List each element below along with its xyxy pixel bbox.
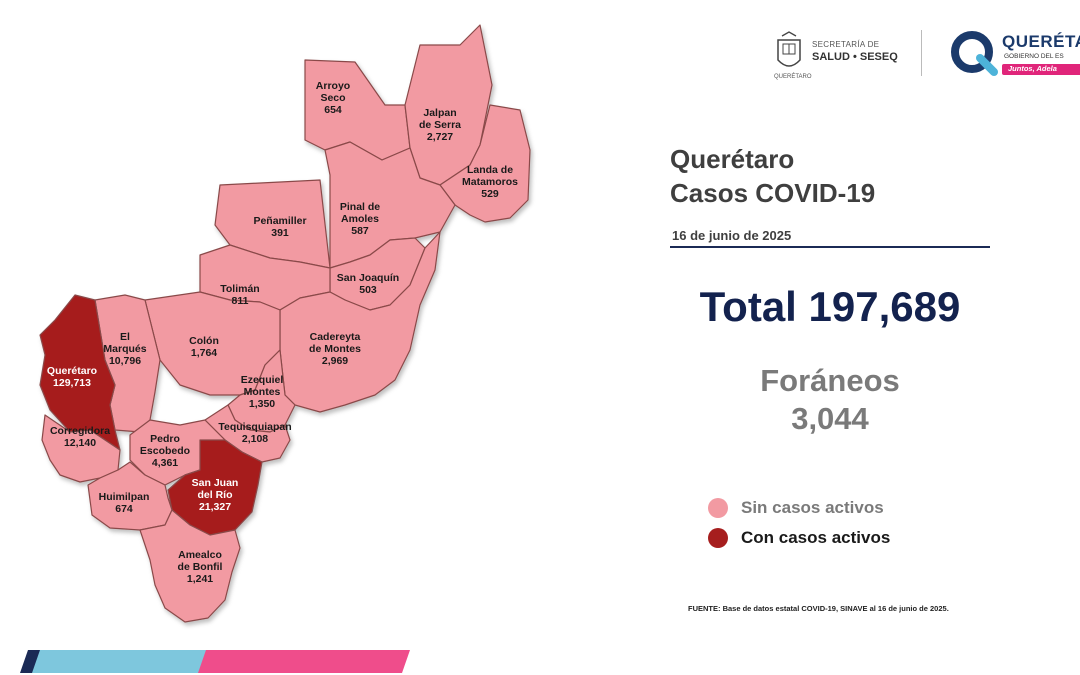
municipality-label-ezequiel-montes: Ezequiel Montes 1,350 [241, 374, 284, 410]
municipality-amealco-de-bonfil [139, 509, 241, 623]
secretaria-salud-logo: SECRETARÍA DE SALUD • SESEQ QUERÉTARO [772, 28, 912, 80]
municipality-label-toliman: Tolimán 811 [220, 283, 259, 307]
municipality-label-el-marques: El Marqués 10,796 [103, 331, 146, 367]
legend-swatch-sin-casos [708, 498, 728, 518]
municipality-label-colon: Colón 1,764 [189, 335, 219, 359]
secretaria-line2: SALUD • SESEQ [812, 51, 898, 63]
foraneos-label: Foráneos [760, 363, 900, 398]
municipality-label-amealco-de-bonfil: Amealco de Bonfil 1,241 [178, 549, 223, 585]
q-logo-icon [951, 31, 998, 76]
municipality-landa-de-matamoros [439, 104, 531, 223]
footer-ribbon [20, 650, 410, 673]
municipality-label-san-juan-del-rio: San Juan del Río 21,327 [192, 477, 239, 513]
crest-caption: QUERÉTARO [774, 74, 812, 80]
source-note: FUENTE: Base de datos estatal COVID-19, … [688, 604, 949, 613]
foraneos-block: Foráneos 3,044 [670, 362, 990, 438]
title-line2: Casos COVID-19 [670, 178, 876, 208]
legend-label-sin-casos: Sin casos activos [741, 498, 884, 517]
foraneos-value: 3,044 [791, 401, 869, 436]
municipality-arroyo-seco [304, 59, 411, 161]
municipality-label-corregidora: Corregidora 12,140 [50, 425, 110, 449]
title-line1: Querétaro [670, 144, 795, 174]
gov-subtitle: GOBIERNO DEL ES [1004, 53, 1064, 60]
municipality-label-jalpan-de-serra: Jalpan de Serra 2,727 [419, 107, 461, 143]
legend-swatch-con-casos [708, 528, 728, 548]
state-crest-icon [777, 31, 801, 67]
municipality-label-cadereyta-de-montes: Cadereyta de Montes 2,969 [309, 331, 361, 367]
report-date: 16 de junio de 2025 [672, 228, 792, 243]
municipality-label-huimilpan: Huimilpan 674 [99, 491, 150, 515]
total-cases: Total 197,689 [699, 283, 961, 330]
municipality-label-arroyo-seco: Arroyo Seco 654 [316, 80, 350, 116]
title-underline [670, 246, 990, 248]
municipality-label-tequisquiapan: Tequisquiapan 2,108 [218, 421, 291, 445]
municipality-label-pedro-escobedo: Pedro Escobedo 4,361 [140, 433, 190, 469]
gov-slogan-badge: Juntos, Adela [1002, 64, 1080, 75]
report-title: Querétaro Casos COVID-19 [670, 142, 875, 210]
logo-divider [921, 30, 922, 76]
gov-title: QUERÉTA [1002, 32, 1080, 51]
municipality-label-queretaro: Querétaro 129,713 [47, 365, 97, 389]
municipality-label-landa-de-matamoros: Landa de Matamoros 529 [462, 164, 518, 200]
municipality-huimilpan [87, 461, 173, 531]
municipality-label-pinal-de-amoles: Pinal de Amoles 587 [340, 201, 380, 237]
municipality-label-san-joaquin: San Joaquín 503 [337, 272, 399, 296]
gobierno-queretaro-logo: QUERÉTA GOBIERNO DEL ES Juntos, Adela [950, 28, 1080, 80]
secretaria-line1: SECRETARÍA DE [812, 40, 880, 49]
municipality-label-penamiller: Peñamiller 391 [253, 215, 306, 239]
gov-slogan: Juntos, Adela [1008, 64, 1057, 73]
legend-label-con-casos: Con casos activos [741, 528, 891, 547]
